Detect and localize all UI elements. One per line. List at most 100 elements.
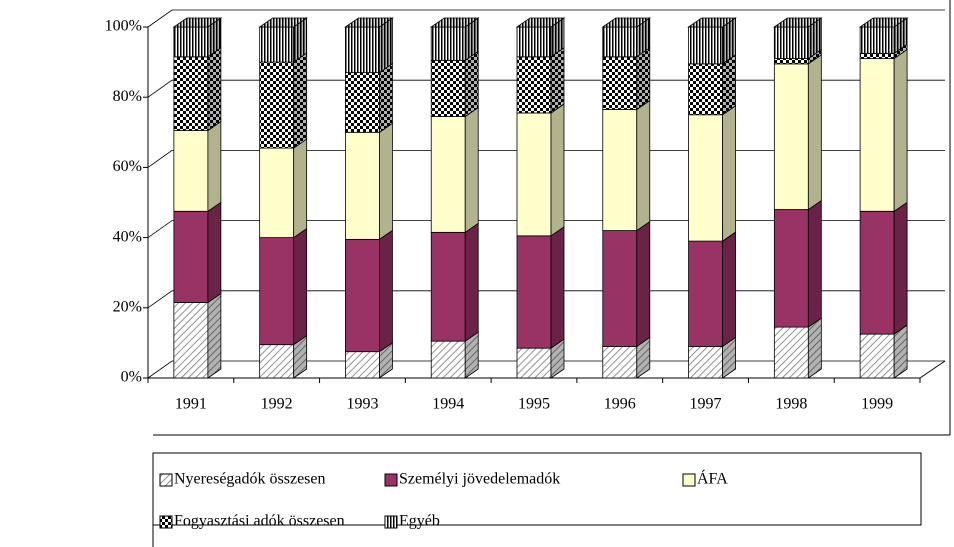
legend-label: Fogyasztási adók összesen — [174, 513, 345, 530]
bar-top — [773, 17, 823, 28]
bar-segment — [688, 346, 723, 379]
bar-top — [858, 17, 909, 28]
bar-segment — [688, 240, 723, 347]
bar-segment — [430, 231, 466, 342]
bar-segment — [602, 26, 638, 58]
bar-segment — [859, 26, 895, 54]
x-tick-label: 1994 — [432, 396, 464, 413]
legend-swatch — [159, 515, 173, 529]
bar-side-shade — [722, 18, 736, 64]
bar-top — [344, 17, 394, 28]
bar-side-shade — [636, 18, 650, 57]
bar-side-shade — [636, 47, 650, 110]
legend-label: ÁFA — [697, 469, 728, 488]
bar-side-shade — [894, 49, 908, 212]
bar-segment — [430, 59, 466, 117]
bar-side-shade — [293, 18, 307, 63]
bar-side-shade — [722, 232, 736, 347]
bar-segment — [345, 26, 380, 74]
legend-label: Egyéb — [399, 513, 440, 530]
x-tick-label: 1996 — [604, 396, 636, 413]
bar-side-shade — [808, 200, 822, 328]
bar-side-shade — [722, 54, 736, 115]
bar-segment — [259, 237, 295, 346]
bar-side-shade — [636, 337, 650, 378]
bar-top-shade — [774, 18, 822, 27]
bar-side-shade — [293, 335, 307, 378]
x-tick-label: 1995 — [518, 396, 550, 413]
bar-side-shade — [465, 223, 479, 342]
bar-side-shade — [551, 18, 564, 57]
y-tick-label: 80% — [113, 88, 142, 105]
bar-top-shade — [173, 18, 221, 27]
bar-top — [172, 17, 223, 28]
bar-side-shade — [551, 226, 564, 349]
bar-side-shade — [207, 293, 221, 378]
bar-side-shade — [465, 107, 479, 233]
legend-swatch — [682, 473, 696, 487]
x-tick-label: 1992 — [261, 396, 293, 413]
bar-side-shade — [894, 202, 908, 335]
grid-line — [147, 290, 945, 309]
bar-segment — [430, 116, 466, 233]
bar-side-shade — [207, 47, 221, 131]
bar-segment — [516, 235, 552, 349]
bar-segment — [345, 351, 380, 379]
bar-side-shade — [636, 100, 650, 231]
legend-label: Személyi jövedelemadók — [399, 471, 560, 488]
bar-segment — [259, 26, 295, 63]
legend-box — [152, 452, 922, 526]
bar-side-shade — [379, 123, 393, 240]
bar-segment — [688, 114, 723, 242]
bar-side-shade — [207, 18, 221, 57]
bar-segment — [430, 26, 466, 61]
bar-segment — [773, 26, 809, 59]
bar-segment — [345, 72, 380, 133]
bar-segment — [173, 130, 209, 212]
grid-line — [147, 360, 945, 379]
bar-top-shade — [517, 18, 564, 27]
bar-side-shade — [465, 332, 479, 378]
bar-segment — [688, 26, 723, 65]
y-tick-label: 20% — [113, 298, 142, 315]
bar-segment — [859, 58, 895, 212]
bar-side-shade — [293, 228, 307, 345]
bar-segment — [430, 340, 466, 379]
bar-segment — [602, 56, 638, 110]
bar-side-shade — [379, 230, 393, 352]
bar-segment — [173, 210, 209, 303]
bar-side-shade — [722, 337, 736, 378]
y-tick-label: 100% — [105, 18, 142, 35]
bar-side-shade — [808, 49, 822, 64]
bar-segment — [602, 346, 638, 379]
bar-segment — [173, 56, 209, 131]
bar-segment — [602, 109, 638, 231]
bar-side-shade — [379, 63, 393, 133]
bar-segment — [345, 131, 380, 240]
floor-edge — [919, 360, 946, 379]
bar-segment — [516, 56, 552, 114]
bar-segment — [516, 112, 552, 237]
bar-segment — [345, 238, 380, 353]
bar-side-shade — [465, 18, 479, 61]
y-tick-label: 60% — [113, 158, 142, 175]
bar-segment — [516, 26, 552, 58]
legend-swatch — [384, 515, 398, 529]
bar-side-shade — [207, 202, 221, 303]
bar-top — [258, 17, 308, 28]
bar-top-shade — [345, 18, 393, 27]
bar-segment — [773, 209, 809, 328]
bar-segment — [516, 347, 552, 379]
bar-segment — [859, 210, 895, 335]
legend-swatch — [384, 473, 398, 487]
bar-side-shade — [808, 18, 822, 59]
bar-top-shade — [688, 18, 736, 27]
bar-segment — [773, 63, 809, 210]
bar-segment — [773, 58, 809, 65]
bar-side-shade — [293, 139, 307, 238]
legend-swatch — [159, 473, 173, 487]
bar-segment — [173, 302, 209, 379]
x-tick-label: 1993 — [346, 396, 378, 413]
legend-label: Nyereségadók összesen — [174, 471, 326, 488]
